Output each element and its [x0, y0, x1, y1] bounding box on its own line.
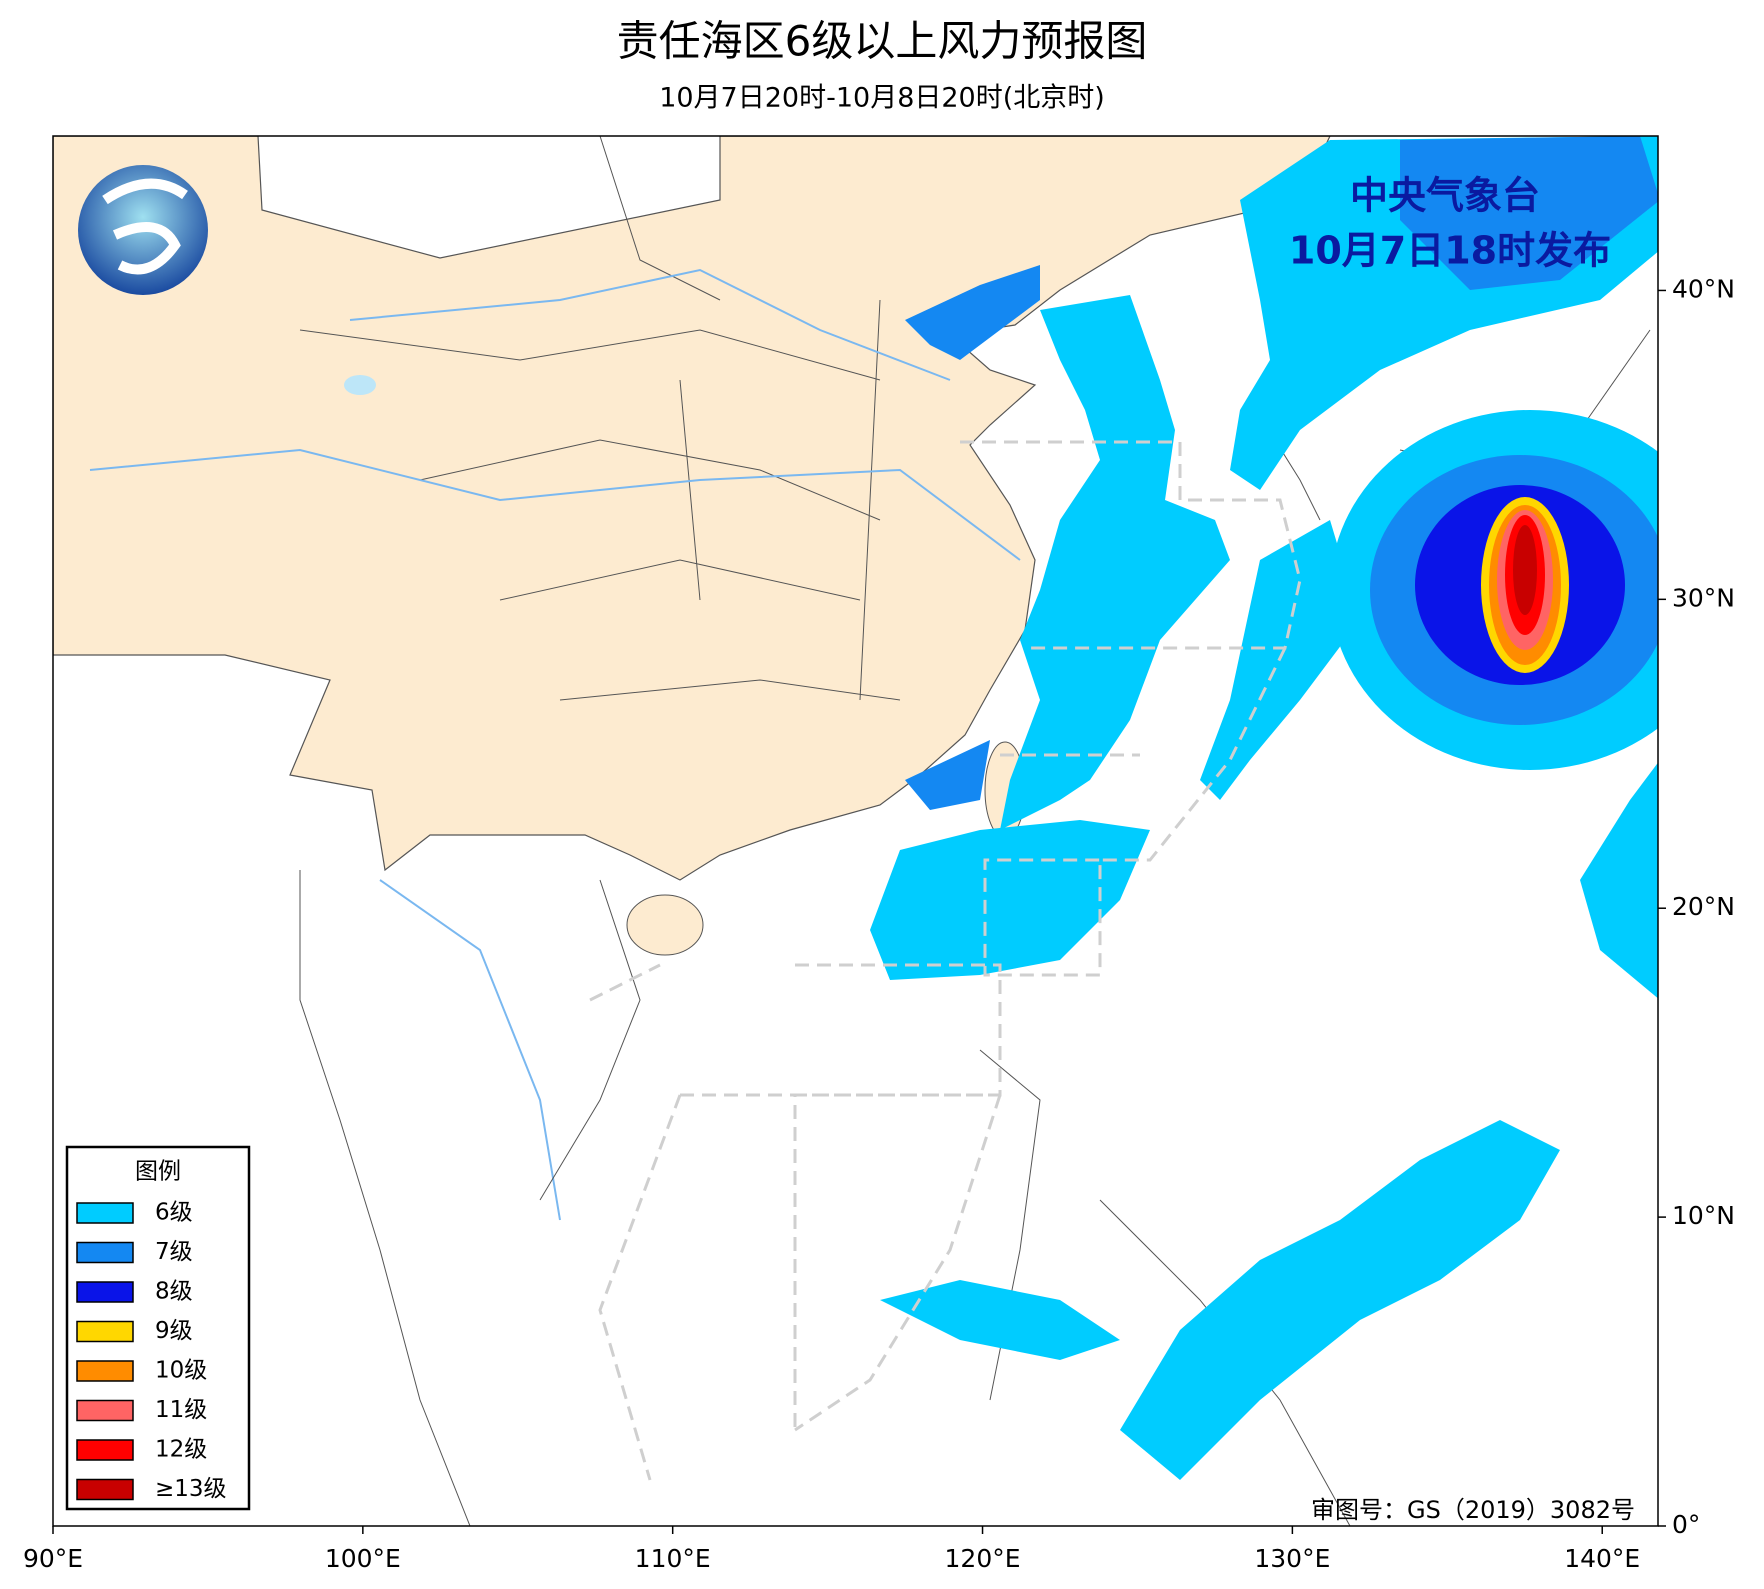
- x-tick-label: 90°E: [23, 1544, 83, 1573]
- legend-label: 10级: [155, 1358, 207, 1384]
- y-tick-label: 0°: [1672, 1510, 1700, 1539]
- issuer: 中央气象台: [1350, 174, 1540, 218]
- review-number: 审图号：GS（2019）3082号: [1311, 1496, 1635, 1524]
- x-tick-label: 120°E: [945, 1544, 1021, 1573]
- borders: [299, 136, 901, 701]
- y-tick-label: 30°N: [1672, 583, 1735, 612]
- y-tick-label: 40°N: [1672, 274, 1735, 303]
- legend-label: 9级: [155, 1318, 193, 1344]
- legend-label: 8级: [155, 1279, 193, 1305]
- y-tick-label: 10°N: [1672, 1201, 1735, 1230]
- issue-time: 10月7日18时发布: [1289, 229, 1611, 273]
- legend-swatch: [76, 1241, 134, 1264]
- title: 责任海区6级以上风力预报图: [617, 17, 1148, 66]
- map-frame: [52, 135, 1659, 1527]
- sea-zones: [589, 440, 1302, 1481]
- subtitle: 10月7日20时-10月8日20时(北京时): [659, 83, 1105, 114]
- x-tick-label: 110°E: [635, 1544, 711, 1573]
- x-tick-label: 140°E: [1564, 1544, 1640, 1573]
- legend-label: 11级: [155, 1397, 207, 1423]
- legend-label: ≥13级: [155, 1476, 227, 1502]
- legend: 图例 6级 7级 8级 9级 10级 11级 12级 ≥13级: [65, 1145, 251, 1511]
- legend-swatch: [76, 1320, 134, 1343]
- logo: [78, 165, 208, 295]
- legend-label: 7级: [155, 1239, 193, 1265]
- legend-swatch: [76, 1202, 134, 1224]
- legend-label: 6级: [155, 1200, 193, 1226]
- legend-swatch: [76, 1478, 134, 1501]
- land-hainan: [626, 894, 704, 956]
- legend-swatch: [76, 1399, 134, 1422]
- x-tick-label: 130°E: [1254, 1544, 1330, 1573]
- legend-swatch: [76, 1360, 134, 1382]
- y-tick-label: 20°N: [1672, 892, 1735, 921]
- map-body: [53, 136, 1658, 1526]
- legend-swatch: [76, 1439, 134, 1461]
- legend-label: 12级: [155, 1437, 207, 1463]
- wind-areas: [870, 136, 1658, 1480]
- rivers: [89, 268, 1021, 1221]
- lake: [344, 375, 376, 395]
- x-tick-label: 100°E: [325, 1544, 401, 1573]
- legend-title: 图例: [135, 1159, 181, 1185]
- legend-swatch: [76, 1281, 134, 1303]
